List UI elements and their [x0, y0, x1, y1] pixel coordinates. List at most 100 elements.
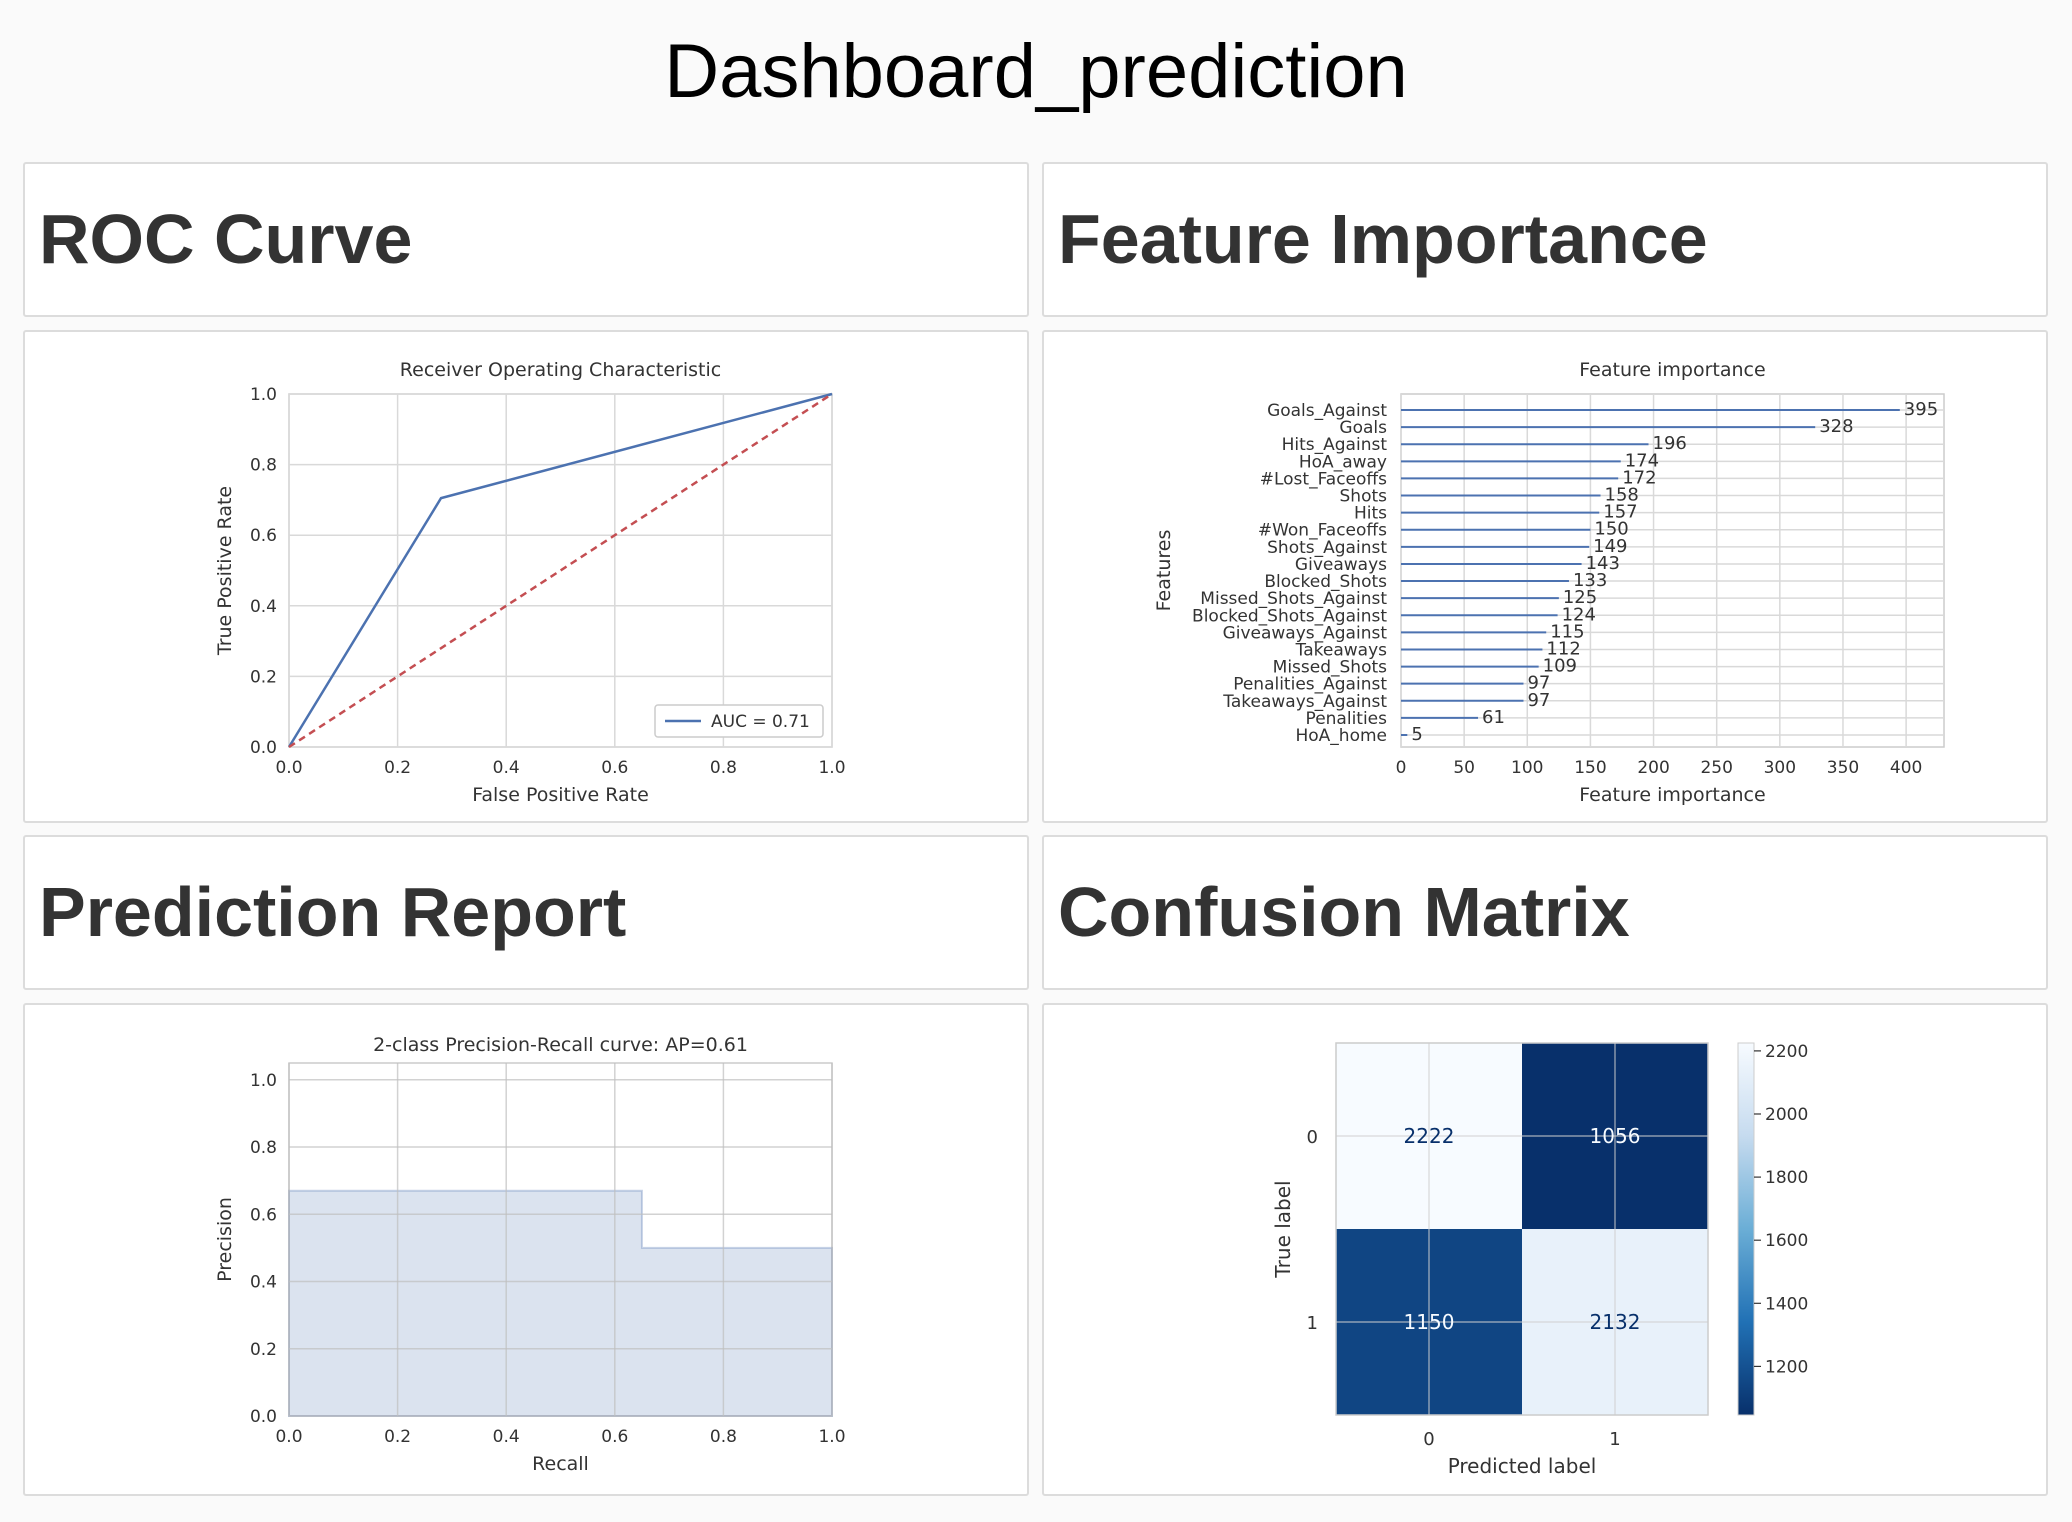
fi-feature-label: HoA_away [1299, 452, 1387, 472]
fi-feature-label: Giveaways [1295, 555, 1387, 575]
fi-x-axis-label: Feature importance [1579, 784, 1765, 806]
cm-x-axis-label: Predicted label [1448, 1454, 1597, 1478]
roc-x-axis-label: False Positive Rate [472, 784, 649, 806]
cm-x-tick-label: 1 [1609, 1429, 1620, 1450]
fi-value-label: 97 [1527, 690, 1550, 711]
feature-importance-header-card: Feature Importance [1042, 162, 2048, 317]
fi-value-label: 143 [1586, 553, 1620, 574]
roc-curve-heading: ROC Curve [39, 200, 413, 278]
pr-x-axis-label: Recall [532, 1453, 589, 1475]
confusion-matrix-chart-card: 2222 1056 1150 2132 0 1 0 1 Predicted label True … [1042, 1003, 2048, 1496]
roc-y-tick-label: 0.2 [250, 667, 277, 687]
cm-cell-value: 1150 [1404, 1310, 1455, 1334]
fi-value-label: 61 [1482, 707, 1505, 728]
roc-curve-line [287, 392, 833, 748]
fi-x-tick-label: 200 [1637, 758, 1669, 778]
fi-value-label: 149 [1593, 536, 1627, 557]
fi-feature-label: #Won_Faceoffs [1258, 521, 1387, 541]
fi-feature-label: Hits_Against [1282, 435, 1388, 455]
fi-value-label: 133 [1573, 570, 1607, 591]
fi-x-tick-label: 250 [1700, 758, 1732, 778]
confusion-matrix-heading: Confusion Matrix [1058, 873, 1630, 951]
confusion-matrix-chart: 2222 1056 1150 2132 0 1 0 1 Predicted label True … [1271, 1042, 1808, 1478]
roc-x-tick-label: 1.0 [818, 758, 845, 778]
fi-value-label: 172 [1622, 467, 1656, 488]
precision-recall-chart-card: 0.0 0.2 0.4 0.6 0.8 1.0 0.0 0.2 0.4 0.6 0.8 1.0 2-cl… [23, 1003, 1029, 1496]
fi-value-label: 150 [1594, 519, 1628, 540]
cm-colorbar-tick-label: 1200 [1765, 1357, 1808, 1377]
cm-cell-value: 2222 [1404, 1124, 1455, 1148]
roc-x-tick-label: 0.6 [601, 758, 628, 778]
fi-feature-label: #Lost_Faceoffs [1260, 469, 1387, 489]
roc-y-tick-label: 0.8 [250, 456, 277, 476]
fi-feature-label: Goals [1339, 418, 1387, 438]
cm-plot-border [1335, 1042, 1709, 1416]
fi-chart-title: Feature importance [1579, 359, 1765, 381]
precision-recall-chart: 0.0 0.2 0.4 0.6 0.8 1.0 0.0 0.2 0.4 0.6 0.8 1.0 2-cl… [214, 1034, 846, 1475]
fi-x-tick-label: 400 [1890, 758, 1922, 778]
cm-y-tick-label: 1 [1307, 1313, 1318, 1334]
roc-plot-area [288, 393, 833, 748]
prediction-report-header-card: Prediction Report [23, 835, 1029, 990]
fi-x-tick-label: 0 [1396, 758, 1407, 778]
fi-x-tick-label: 150 [1574, 758, 1606, 778]
fi-value-label: 109 [1543, 656, 1577, 677]
cm-cell-value: 2132 [1590, 1310, 1641, 1334]
fi-feature-label: Missed_Shots_Against [1200, 589, 1387, 609]
cm-y-tick-label: 0 [1307, 1127, 1318, 1148]
pr-x-tick-label: 1.0 [818, 1427, 845, 1447]
feature-importance-chart: 0 50 100 150 200 250 300 350 400 Goals_Against 395… [1153, 359, 1945, 806]
roc-y-tick-label: 0.6 [250, 526, 277, 546]
cm-colorbar-tick-label: 1400 [1765, 1294, 1808, 1314]
fi-feature-label: Goals_Against [1267, 401, 1387, 421]
roc-legend-box [654, 704, 824, 738]
roc-x-tick-label: 0.2 [384, 758, 411, 778]
feature-importance-chart-card: 0 50 100 150 200 250 300 350 400 Goals_Against 395… [1042, 330, 2048, 823]
roc-x-tick-label: 0.4 [493, 758, 520, 778]
roc-y-tick-label: 1.0 [250, 385, 277, 405]
pr-y-tick-label: 0.8 [250, 1138, 277, 1158]
cm-colorbar [1737, 1042, 1755, 1416]
confusion-matrix-header-card: Confusion Matrix [1042, 835, 2048, 990]
cm-colorbar-tick-label: 2000 [1765, 1105, 1808, 1125]
fi-feature-label: Blocked_Shots [1264, 572, 1387, 592]
fi-y-axis-label: Features [1153, 530, 1175, 612]
feature-importance-heading: Feature Importance [1058, 200, 1708, 278]
pr-y-axis-label: Precision [214, 1197, 236, 1282]
fi-feature-label: HoA_home [1295, 726, 1387, 746]
fi-feature-label: Blocked_Shots_Against [1192, 606, 1387, 626]
fi-value-label: 395 [1904, 399, 1938, 420]
fi-value-label: 196 [1653, 433, 1687, 454]
fi-value-label: 115 [1550, 621, 1584, 642]
fi-feature-label: Penalities [1306, 709, 1388, 729]
cm-y-axis-label: True label [1271, 1180, 1295, 1278]
fi-feature-label: Missed_Shots [1273, 658, 1387, 678]
fi-feature-label: Hits [1354, 504, 1387, 524]
roc-y-tick-label: 0.4 [250, 597, 277, 617]
pr-y-tick-label: 1.0 [250, 1071, 277, 1091]
fi-value-label: 112 [1546, 638, 1580, 659]
fi-value-label: 157 [1603, 502, 1637, 523]
fi-x-tick-label: 350 [1827, 758, 1859, 778]
roc-y-tick-label: 0.0 [250, 738, 277, 758]
fi-feature-label: Takeaways [1295, 640, 1387, 660]
fi-value-label: 174 [1625, 450, 1659, 471]
pr-y-tick-label: 0.6 [250, 1205, 277, 1225]
fi-x-tick-label: 100 [1511, 758, 1543, 778]
fi-value-label: 97 [1527, 673, 1550, 694]
fi-feature-label: Shots_Against [1267, 538, 1387, 558]
fi-x-tick-label: 300 [1764, 758, 1796, 778]
fi-feature-label: Giveaways_Against [1223, 623, 1388, 643]
pr-x-tick-label: 0.2 [384, 1427, 411, 1447]
fi-value-label: 5 [1411, 724, 1422, 745]
fi-value-label: 328 [1819, 416, 1853, 437]
pr-x-tick-label: 0.8 [710, 1427, 737, 1447]
pr-plot-area [288, 1062, 833, 1417]
fi-x-tick-label: 50 [1453, 758, 1475, 778]
cm-cell-value: 1056 [1590, 1124, 1641, 1148]
fi-value-label: 124 [1562, 604, 1596, 625]
prediction-report-heading: Prediction Report [39, 873, 627, 951]
roc-header-card: ROC Curve [23, 162, 1029, 317]
roc-chart-card: 0.0 0.2 0.4 0.6 0.8 1.0 0.0 0.2 0.4 0.6 0.8 1.0 Rece… [23, 330, 1029, 823]
fi-value-label: 158 [1605, 485, 1639, 506]
